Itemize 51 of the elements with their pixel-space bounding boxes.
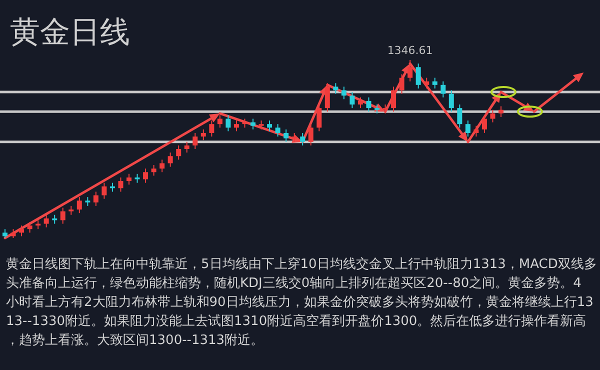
annotation: 1346.61	[387, 44, 433, 57]
candlestick	[151, 164, 156, 176]
candlestick	[300, 132, 306, 146]
candlestick	[192, 132, 198, 150]
candlestick	[76, 196, 82, 214]
candlestick	[474, 125, 479, 138]
candlestick	[118, 176, 124, 192]
candlestick	[44, 214, 49, 228]
candlestick	[465, 120, 470, 138]
candlestick	[143, 168, 148, 184]
candlestick	[440, 80, 446, 98]
candlestick	[275, 124, 280, 138]
candlestick	[217, 114, 222, 128]
candlestick	[168, 152, 173, 168]
candlestick	[448, 90, 454, 112]
candlestick	[19, 225, 24, 237]
candlestick	[200, 128, 206, 141]
candlestick	[126, 173, 132, 186]
candlestick	[308, 124, 314, 146]
candlestick	[498, 106, 504, 118]
candlestick	[267, 120, 272, 132]
candlestick	[250, 118, 256, 130]
candlestick	[316, 104, 322, 132]
candlestick	[408, 60, 413, 82]
candlestick	[102, 182, 107, 200]
candlestick	[93, 191, 98, 206]
candlestick	[350, 92, 355, 109]
candlestick	[341, 86, 346, 100]
candlestick	[209, 120, 214, 138]
text: 黄金日线图下轨上在向中轨靠近，5日均线由下上穿10日均线交金叉上行中轨阻力1313，MACD双线多头准备向上运行，绿色动能柱缩势，随机KDJ三线交0轴向上排列在超买区20--80之间。黄金多势。4小时看上方有2大阻力布林带上轨和90日均线压力，如果金价突破多头将势如破竹，黄金将继续上行1313--1330附近。如果阻力没能上去试图1310附近高空看到开盘价1300。然后在低多进行操作看新高，趋势上看涨。大致区间1300--1313附近。	[6, 256, 597, 348]
candlestick	[226, 114, 231, 132]
candlestick	[234, 120, 239, 132]
candlestick	[60, 207, 66, 224]
candlestick	[416, 63, 421, 89]
candlestick	[324, 82, 330, 112]
candlestick	[391, 86, 396, 112]
candlestick	[490, 109, 496, 123]
candlestick	[160, 159, 165, 173]
candlestick	[284, 128, 289, 142]
candlestick	[184, 141, 190, 154]
candlestick	[432, 77, 438, 89]
candlestick	[176, 144, 182, 160]
candlestick	[482, 114, 487, 134]
chart-title: 黄金日线	[10, 15, 130, 50]
candlestick	[358, 96, 363, 109]
candlestick	[366, 96, 372, 112]
candlestick	[457, 104, 462, 128]
candlestick	[27, 221, 32, 234]
candlestick	[424, 77, 430, 89]
candlestick	[399, 74, 404, 94]
candlestick	[333, 82, 338, 94]
